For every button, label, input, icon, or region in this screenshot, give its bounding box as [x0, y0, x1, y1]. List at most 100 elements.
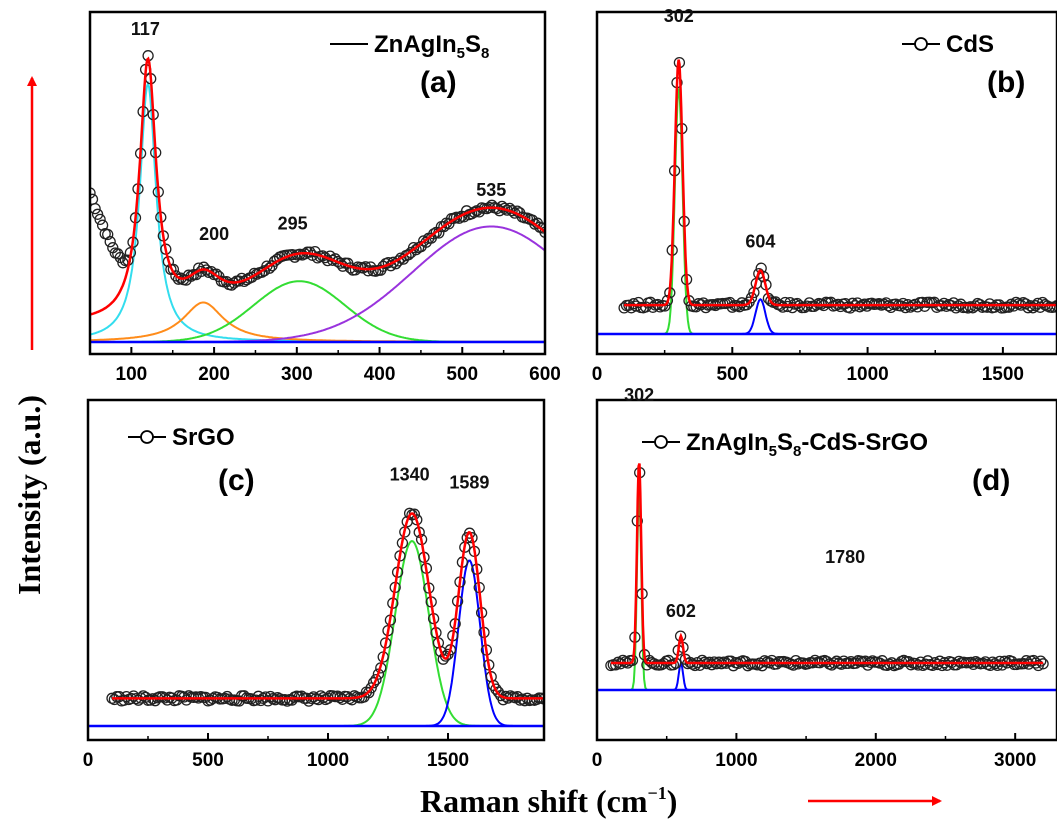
peak-label: 1780	[825, 547, 865, 567]
data-point	[94, 213, 106, 226]
data-point	[102, 228, 114, 241]
data-point	[372, 668, 385, 680]
plot-area-d	[597, 463, 1057, 692]
data-point	[104, 236, 116, 248]
x-tick-label: 500	[716, 364, 748, 385]
legend-c: SrGO	[128, 424, 235, 451]
x-tick-label: 0	[592, 750, 603, 771]
data-point	[428, 228, 440, 240]
legend-a: ZnAgIn5S8	[330, 31, 489, 62]
fit-curve-b	[624, 59, 1057, 307]
x-tick-label: 1500	[427, 750, 469, 771]
x-tick-label: 100	[116, 364, 148, 385]
panel-a: 100 200 300 400 500 600 117 200 295 535 (a) ZnAgIn5…	[88, 10, 561, 385]
x-ticks-c: 0 500 1000 1500	[83, 733, 469, 771]
y-axis-title-group: Intensity (a.u.)	[11, 76, 47, 595]
data-point	[367, 677, 380, 689]
data-point	[1035, 655, 1047, 667]
x-ticks-b: 0 500 1000 1500	[592, 347, 1024, 385]
frame-a	[88, 10, 547, 356]
data-point	[726, 301, 738, 313]
x-tick-label: 300	[281, 364, 313, 385]
plot-area-c	[88, 507, 544, 728]
legend-marker	[914, 37, 928, 51]
panel-label-a: (a)	[420, 66, 457, 99]
peak-label: 302	[664, 6, 694, 26]
x-axis-title-sup: −1	[648, 783, 667, 803]
peak-label: 302	[624, 385, 654, 405]
frame-b	[595, 10, 1057, 356]
x-tick-label: 600	[529, 364, 561, 385]
peak-label: 535	[476, 180, 506, 200]
data-point	[661, 294, 674, 307]
peak-label: 1340	[390, 464, 430, 484]
panel-b: 0 500 1000 1500 302 604 (b) CdS	[592, 6, 1057, 385]
panels: 100 200 300 400 500 600 117 200 295 535 (a) ZnAgIn5…	[83, 6, 1057, 771]
peak-label: 604	[745, 231, 775, 251]
x-axis-title: Raman shift (cm−1)	[420, 783, 677, 819]
legend-text: ZnAgIn5S8	[374, 31, 489, 62]
legend-text: CdS	[946, 31, 994, 58]
x-tick-label: 3000	[994, 750, 1036, 771]
data-point	[370, 673, 382, 686]
legend-text: ZnAgIn5S8-CdS-SrGO	[686, 429, 928, 460]
x-ticks-a: 100 200 300 400 500 600	[116, 347, 561, 385]
data-points-d	[605, 466, 1049, 672]
data-point	[912, 659, 924, 671]
legend-marker	[654, 435, 668, 449]
frame-c	[86, 398, 546, 742]
x-tick-label: 500	[446, 364, 478, 385]
legend-d: ZnAgIn5S8-CdS-SrGO	[642, 429, 928, 460]
x-axis-title-group: Raman shift (cm−1)	[420, 783, 942, 819]
x-tick-label: 0	[83, 750, 94, 771]
legend-text: SrGO	[172, 424, 235, 451]
y-axis-title: Intensity (a.u.)	[11, 395, 47, 595]
peak-label: 200	[199, 224, 229, 244]
fit-curve-c	[112, 512, 544, 700]
data-point	[765, 295, 777, 307]
data-point	[902, 655, 915, 668]
x-tick-label: 2000	[855, 750, 897, 771]
data-point	[185, 270, 197, 282]
data-point	[984, 659, 996, 672]
data-point	[745, 292, 758, 304]
x-axis-title-close: )	[667, 783, 678, 819]
data-point	[327, 254, 339, 266]
plot-area-b	[597, 56, 1057, 336]
x-tick-label: 400	[364, 364, 396, 385]
x-tick-label: 1000	[846, 364, 888, 385]
panel-c: 0 500 1000 1500 1340 1589 (c) SrGO	[83, 398, 546, 771]
data-point	[1048, 301, 1057, 313]
peak-label: 295	[278, 214, 308, 234]
legend-marker	[140, 430, 154, 444]
data-point	[758, 655, 771, 667]
data-point	[90, 187, 96, 199]
data-point	[407, 241, 420, 254]
x-tick-label: 1000	[307, 750, 349, 771]
panel-d: 0 1000 2000 3000 302 602 1780 (d) ZnAgIn5S8-CdS-…	[592, 385, 1057, 771]
frame-d	[595, 398, 1057, 742]
legend-b: CdS	[902, 31, 994, 58]
fit-curve-d	[610, 463, 1044, 665]
x-tick-label: 1000	[715, 750, 757, 771]
component-purple-a	[90, 225, 545, 343]
data-point	[403, 507, 416, 519]
component-orange-a	[90, 301, 545, 343]
data-point	[536, 222, 545, 234]
plot-area-a	[90, 50, 545, 344]
data-point	[667, 659, 680, 671]
x-tick-label: 200	[198, 364, 230, 385]
data-points-c	[106, 507, 544, 707]
data-point	[90, 202, 101, 215]
fit-curve-a	[90, 56, 545, 316]
peak-label: 602	[666, 601, 696, 621]
data-point	[365, 682, 377, 694]
data-point	[998, 655, 1011, 667]
data-point	[193, 262, 205, 274]
panel-label-d: (d)	[972, 464, 1010, 497]
x-ticks-d: 0 1000 2000 3000	[592, 733, 1036, 771]
x-tick-label: 500	[192, 750, 224, 771]
panel-label-c: (c)	[218, 464, 255, 497]
panel-label-b: (b)	[987, 66, 1025, 99]
